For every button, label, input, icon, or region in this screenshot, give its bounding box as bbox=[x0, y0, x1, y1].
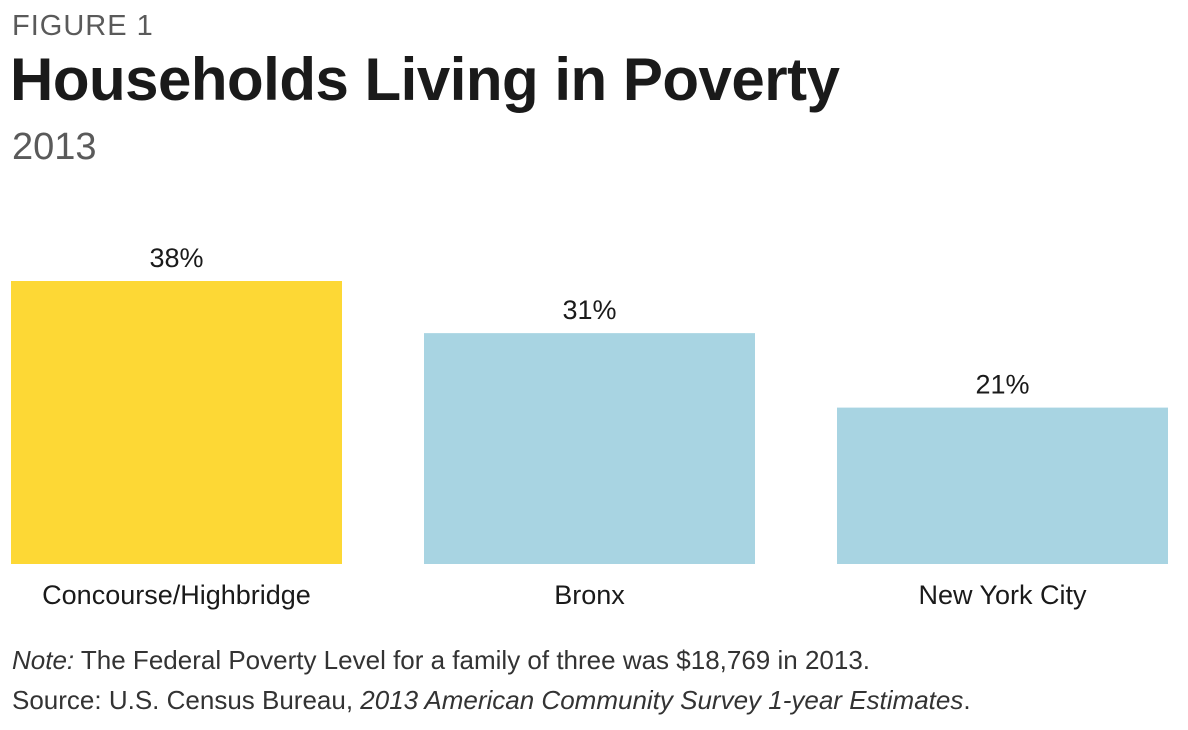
source-label: Source: U.S. Census Bureau, bbox=[12, 685, 361, 716]
bar-concourse-highbridge bbox=[11, 281, 342, 564]
category-label: New York City bbox=[918, 580, 1087, 610]
category-label: Concourse/Highbridge bbox=[42, 580, 311, 610]
source-end: . bbox=[963, 685, 971, 716]
chart-title: Households Living in Poverty bbox=[10, 46, 840, 113]
source-line: Source: U.S. Census Bureau, 2013 America… bbox=[12, 680, 971, 720]
footnote: Note: The Federal Poverty Level for a fa… bbox=[12, 640, 971, 721]
category-label: Bronx bbox=[554, 580, 625, 610]
data-label: 31% bbox=[562, 295, 616, 325]
data-label: 38% bbox=[149, 243, 203, 273]
bar-chart: 38% Concourse/Highbridge 31% Bronx 21% New Yo… bbox=[11, 243, 1168, 610]
source-title: 2013 American Community Survey 1-year Es… bbox=[360, 685, 964, 716]
chart-subtitle: 2013 bbox=[12, 126, 97, 168]
note-label: Note: bbox=[12, 645, 75, 675]
figure-label: FIGURE 1 bbox=[12, 10, 154, 42]
note-line: Note: The Federal Poverty Level for a fa… bbox=[12, 640, 971, 680]
note-text: The Federal Poverty Level for a family o… bbox=[74, 645, 871, 675]
data-label: 21% bbox=[975, 370, 1029, 400]
bar-new-york-city bbox=[837, 407, 1168, 564]
bar-bronx bbox=[424, 333, 755, 564]
